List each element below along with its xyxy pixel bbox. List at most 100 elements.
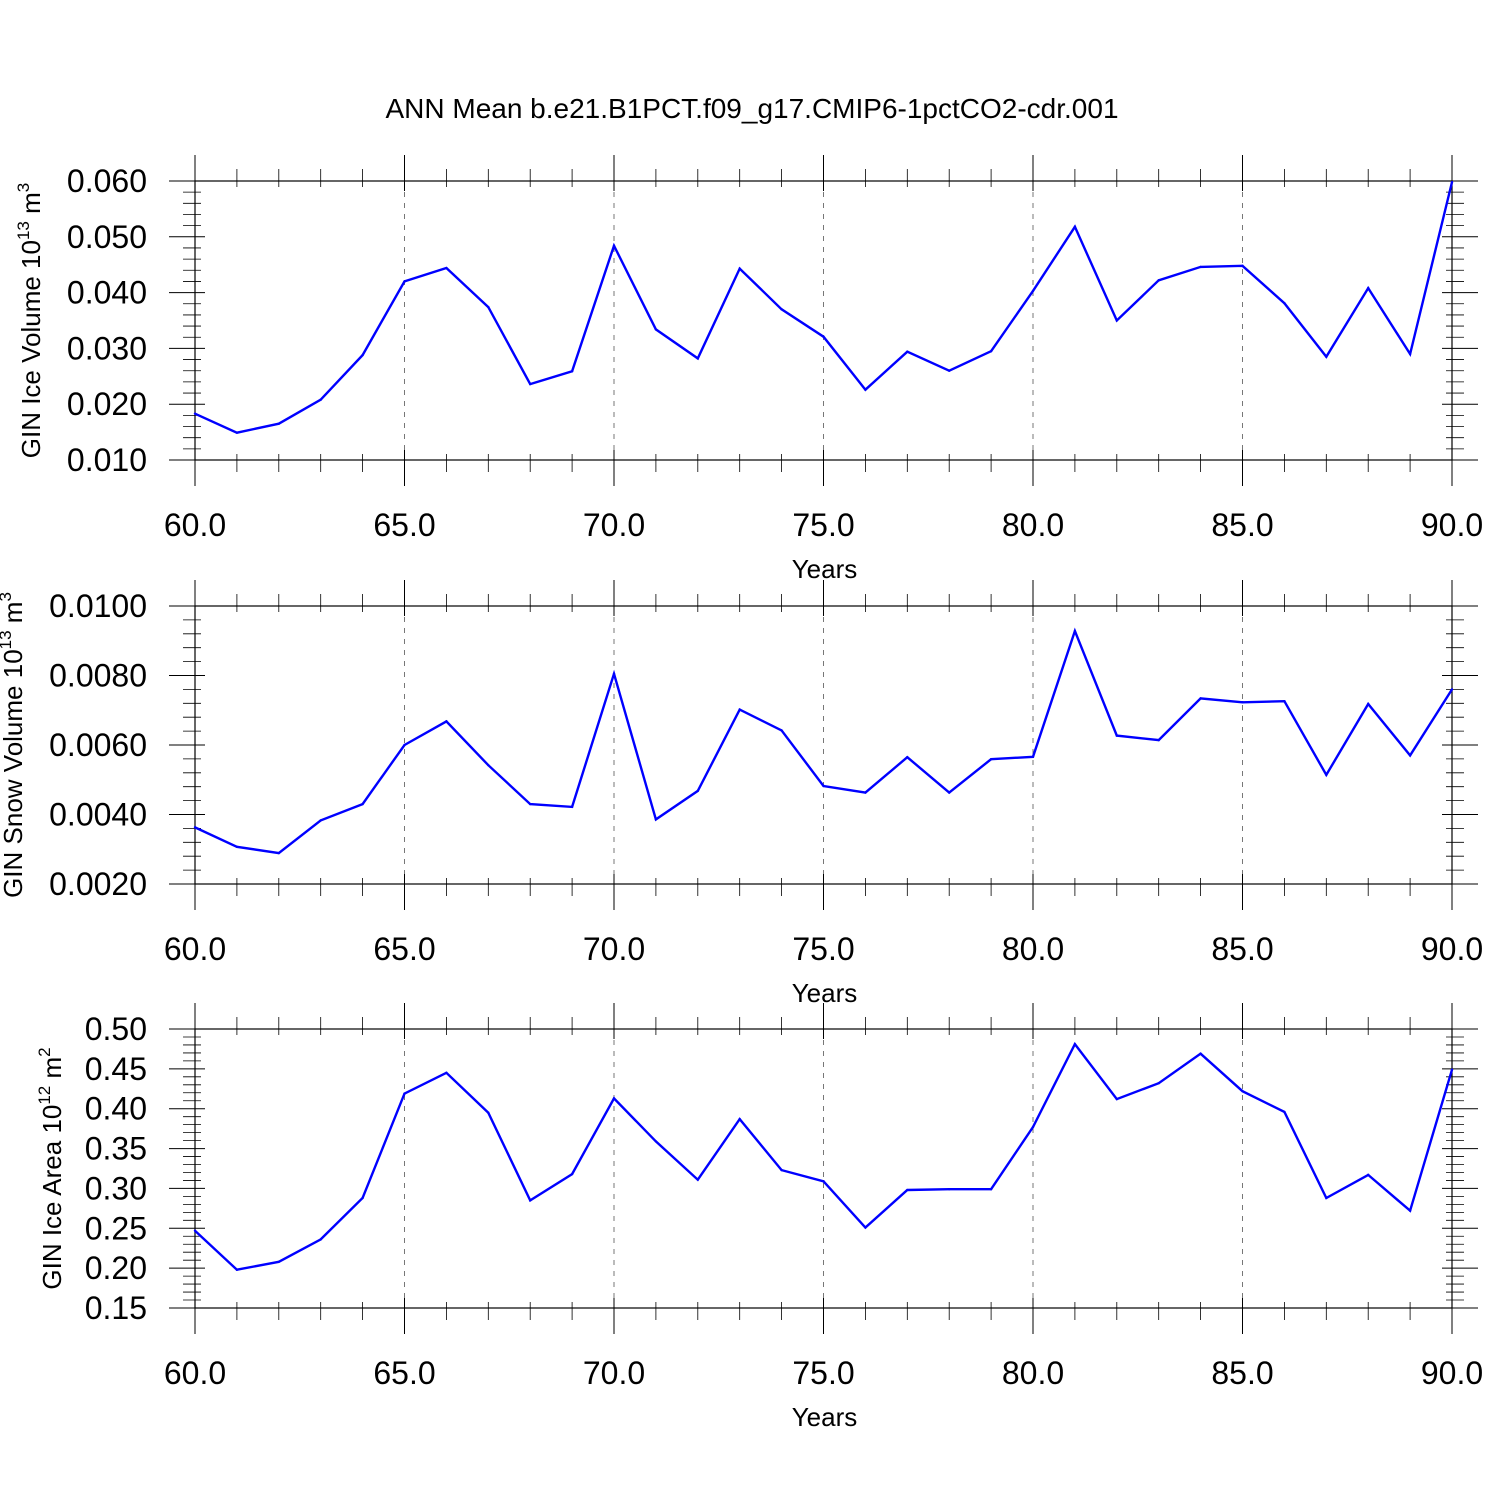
y-tick-label: 0.40 — [85, 1091, 147, 1127]
y-axis-label: GIN Snow Volume 1013 m3 — [0, 592, 28, 898]
x-tick-label: 75.0 — [792, 931, 854, 967]
data-point — [1157, 279, 1160, 282]
data-point — [445, 266, 448, 270]
data-point — [487, 1111, 490, 1114]
data-point — [1073, 1042, 1077, 1046]
data-point — [1115, 734, 1119, 737]
data-point — [780, 729, 783, 732]
x-tick-label: 75.0 — [792, 507, 854, 543]
x-axis-label: Years — [792, 1402, 858, 1432]
data-point — [822, 784, 825, 788]
data-point — [361, 353, 364, 357]
data-point — [445, 720, 448, 723]
panel-2: 60.0 65.0 70.0 75.0 80.0 85.0 90.0 Years 0.0020 0… — [0, 580, 1483, 1008]
data-point — [361, 1196, 364, 1200]
data-point — [906, 1188, 909, 1192]
data-point — [1450, 688, 1454, 691]
data-point — [948, 369, 951, 372]
data-point — [864, 1226, 867, 1229]
x-tick-label: 80.0 — [1002, 1355, 1064, 1391]
data-point — [1325, 773, 1328, 777]
x-tick-label: 85.0 — [1211, 1355, 1273, 1391]
data-point — [570, 805, 574, 809]
data-point — [780, 1168, 783, 1172]
y-axis-label-unit-exponent: 2 — [35, 1047, 54, 1056]
data-point — [822, 1180, 825, 1183]
x-tick-label: 70.0 — [583, 1355, 645, 1391]
data-point — [738, 708, 741, 711]
data-point — [277, 1260, 280, 1263]
data-point — [1199, 265, 1202, 269]
data-point — [1199, 1052, 1202, 1055]
data-point — [696, 789, 699, 793]
data-point — [1408, 754, 1412, 757]
data-point — [738, 1117, 741, 1121]
data-point — [1031, 289, 1035, 293]
data-point — [1115, 1097, 1119, 1101]
x-tick-label: 60.0 — [164, 931, 226, 967]
x-tick-label: 65.0 — [373, 931, 435, 967]
y-tick-label: 0.040 — [67, 275, 147, 311]
panel-3: 60.0 65.0 70.0 75.0 80.0 85.0 90.0 Years 0.15 0.2… — [35, 1003, 1483, 1432]
data-point — [1031, 755, 1035, 759]
x-axis-label: Years — [792, 554, 858, 584]
data-point — [822, 335, 825, 338]
chart-title: ANN Mean b.e21.B1PCT.f09_g17.CMIP6-1pctC… — [385, 93, 1118, 124]
data-point — [570, 370, 574, 373]
x-tick-label: 90.0 — [1421, 1355, 1483, 1391]
y-axis-label-unit: m — [0, 602, 28, 631]
y-axis-label-unit-exponent: 3 — [14, 183, 33, 192]
data-point — [570, 1172, 574, 1176]
y-tick-label: 0.020 — [67, 386, 147, 422]
panel-1: 60.0 65.0 70.0 75.0 80.0 85.0 90.0 Years 0.010 0.… — [14, 155, 1483, 584]
data-point — [906, 755, 909, 759]
data-point — [403, 743, 406, 747]
data-point — [1325, 1196, 1328, 1200]
data-point — [319, 819, 322, 822]
data-point — [277, 851, 280, 855]
y-tick-label: 0.050 — [67, 219, 147, 255]
y-tick-label: 0.010 — [67, 442, 147, 478]
y-tick-label: 0.30 — [85, 1170, 147, 1206]
x-tick-label: 90.0 — [1421, 931, 1483, 967]
data-point — [948, 791, 951, 794]
x-tick-label: 75.0 — [792, 1355, 854, 1391]
data-point — [235, 845, 239, 849]
y-tick-label: 0.0100 — [49, 588, 147, 624]
y-axis-label-text: GIN Ice Area 10 — [37, 1105, 67, 1290]
data-point — [1241, 701, 1244, 704]
data-point — [612, 672, 616, 675]
y-tick-label: 0.25 — [85, 1210, 147, 1246]
data-point — [696, 1178, 699, 1181]
y-tick-label: 0.030 — [67, 330, 147, 366]
data-point — [696, 357, 699, 360]
x-tick-label: 65.0 — [373, 1355, 435, 1391]
data-point — [654, 818, 658, 821]
data-point — [1031, 1125, 1035, 1129]
x-tick-label: 85.0 — [1211, 507, 1273, 543]
data-point — [612, 244, 616, 247]
data-point — [319, 1238, 322, 1241]
x-tick-label: 80.0 — [1002, 931, 1064, 967]
data-point — [780, 308, 783, 311]
data-point — [277, 422, 280, 425]
data-point — [864, 388, 867, 391]
data-point — [487, 763, 490, 767]
x-tick-label: 80.0 — [1002, 507, 1064, 543]
x-axis-label: Years — [792, 978, 858, 1008]
data-point — [1283, 700, 1286, 703]
y-tick-label: 0.0040 — [49, 797, 147, 833]
data-point — [1283, 302, 1286, 305]
data-point — [403, 280, 406, 283]
data-point — [906, 350, 909, 353]
x-tick-label: 65.0 — [373, 507, 435, 543]
data-point — [1408, 352, 1412, 356]
data-point — [1115, 319, 1119, 322]
data-point — [1367, 702, 1370, 706]
y-tick-label: 0.20 — [85, 1250, 147, 1286]
y-tick-label: 0.060 — [67, 163, 147, 199]
data-point — [235, 431, 239, 434]
data-point — [948, 1188, 951, 1191]
panels: 60.0 65.0 70.0 75.0 80.0 85.0 90.0 Years 0.010 0.… — [0, 155, 1483, 1432]
y-axis-label-unit: m — [37, 1057, 67, 1086]
